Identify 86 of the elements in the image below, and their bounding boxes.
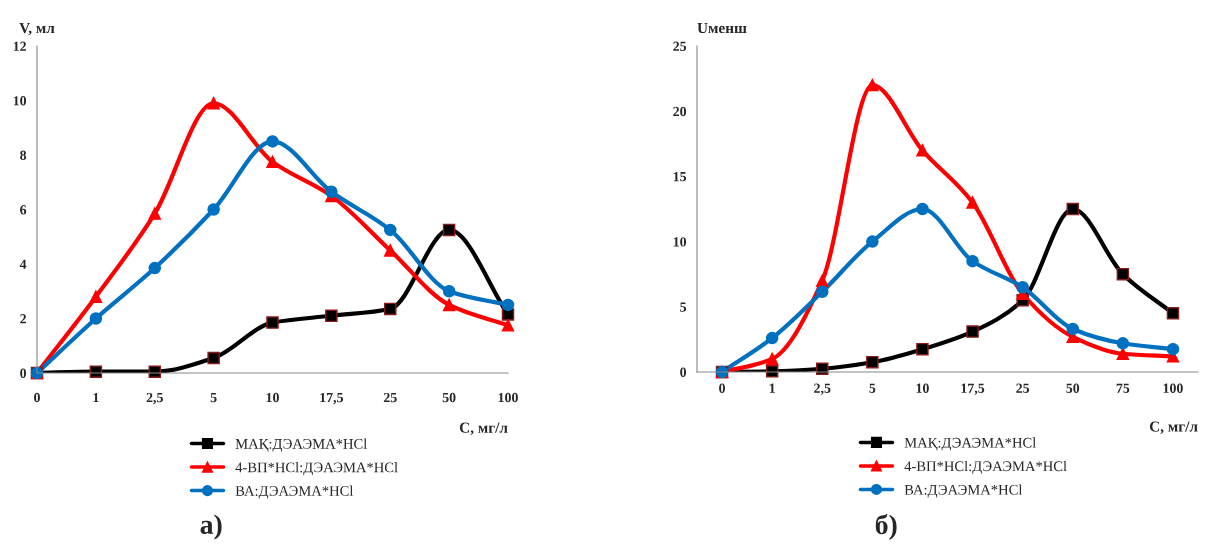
- x-tick-label: 0: [34, 392, 40, 403]
- x-tick-label: 25: [1016, 383, 1030, 393]
- legend-label: ВА:ДЭАЭМА*HCl: [235, 485, 354, 499]
- point: [916, 144, 929, 157]
- x-tick-label: 50: [1066, 383, 1080, 393]
- y-axis-title: Uменш: [697, 22, 747, 34]
- point: [866, 355, 879, 369]
- point: [1166, 307, 1180, 320]
- x-tick-label: 1: [769, 383, 775, 393]
- legend-label: 4-ВП*HCl:ДЭАЭМА*HCl: [904, 460, 1067, 475]
- point: [266, 155, 279, 169]
- y-tick-label: 8: [20, 150, 27, 160]
- x-tick-label: 5: [869, 383, 876, 393]
- x-axis-title: С, мг/л: [459, 422, 508, 436]
- y-tick-label: 10: [13, 96, 27, 106]
- point: [383, 244, 397, 257]
- y-tick-label: 4: [19, 259, 27, 269]
- x-tick-label: 17,5: [320, 392, 344, 405]
- point: [442, 284, 456, 298]
- x-tick-label: 2,5: [146, 392, 163, 405]
- point: [383, 302, 397, 316]
- y-tick-label: 2: [20, 314, 26, 324]
- point: [916, 342, 929, 356]
- point: [501, 319, 515, 332]
- x-tick-label: 25: [383, 392, 397, 403]
- point: [89, 312, 103, 325]
- point: [1166, 342, 1180, 356]
- point: [815, 362, 829, 375]
- x-tick-label: 5: [210, 392, 217, 403]
- point: [207, 203, 220, 216]
- point: [207, 96, 220, 110]
- point: [815, 285, 829, 299]
- y-tick-label: 0: [680, 367, 687, 377]
- point: [866, 78, 879, 92]
- point: [148, 261, 162, 275]
- point: [765, 331, 779, 345]
- x-tick-label: 50: [442, 392, 456, 403]
- point: [501, 298, 515, 312]
- point: [325, 185, 338, 199]
- point: [1116, 267, 1130, 281]
- x-tick-label: 1: [93, 392, 99, 403]
- x-tick-label: 10: [266, 392, 279, 403]
- x-tick-label: 2,5: [814, 383, 831, 395]
- x-tick-label: 0: [719, 383, 725, 393]
- point: [765, 352, 779, 366]
- y-tick-label: 25: [673, 41, 687, 51]
- point: [1016, 280, 1029, 294]
- legend-label: 4-ВП*HCl:ДЭАЭМА*HCl: [235, 462, 398, 476]
- point: [966, 325, 979, 338]
- point: [442, 223, 456, 237]
- point: [966, 196, 979, 209]
- text: а): [200, 514, 222, 540]
- point: [916, 202, 929, 216]
- y-tick-label: 6: [20, 205, 27, 215]
- point: [442, 298, 456, 312]
- point: [1066, 322, 1080, 336]
- point: [207, 351, 220, 365]
- legend-label: МАҚ:ДЭАЭМА*HCl: [235, 438, 367, 452]
- y-tick-label: 20: [673, 106, 687, 117]
- y-axis-title: V, мл: [19, 22, 55, 36]
- x-tick-label: 17,5: [961, 383, 985, 395]
- point: [325, 309, 338, 323]
- y-tick-label: 10: [673, 237, 687, 247]
- point: [266, 135, 279, 148]
- x-tick-label: 100: [498, 392, 518, 403]
- point: [383, 223, 397, 237]
- point: [1116, 347, 1130, 360]
- x-tick-label: 10: [916, 383, 929, 393]
- point: [1066, 202, 1080, 216]
- point: [89, 290, 103, 303]
- x-tick-label: 100: [1163, 383, 1183, 393]
- y-tick-label: 0: [20, 368, 27, 378]
- point: [966, 254, 979, 268]
- point: [148, 207, 162, 220]
- point: [266, 316, 279, 329]
- text: б): [875, 514, 897, 540]
- x-tick-label: 75: [1116, 383, 1130, 393]
- x-axis-title: С, мг/л: [1149, 421, 1198, 434]
- point: [1116, 337, 1130, 350]
- point: [866, 235, 879, 248]
- y-tick-label: 5: [680, 302, 687, 312]
- legend-label: ВА:ДЭАЭМА*HCl: [904, 484, 1023, 498]
- legend-label: МАҚ:ДЭАЭМА*HCl: [904, 437, 1036, 451]
- y-tick-label: 12: [13, 41, 26, 51]
- y-tick-label: 15: [673, 172, 687, 182]
- point: [815, 274, 829, 287]
